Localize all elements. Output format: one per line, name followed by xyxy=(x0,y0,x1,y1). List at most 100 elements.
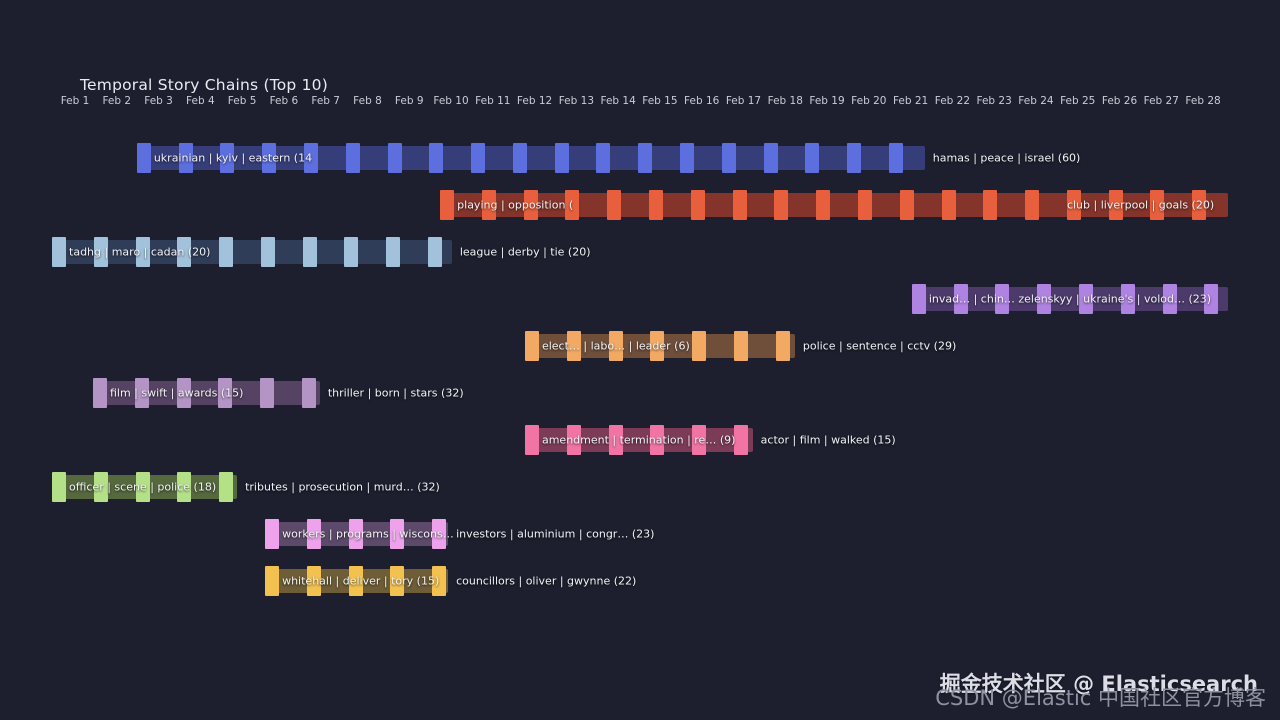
day-bar xyxy=(92,378,107,408)
day-bar xyxy=(390,519,405,549)
day-bar xyxy=(1150,190,1165,220)
day-bar xyxy=(219,472,234,502)
watermark-juejin: 掘金技术社区 @ Elasticsearch xyxy=(939,672,1258,696)
day-bar xyxy=(177,472,192,502)
day-bar xyxy=(774,190,789,220)
day-bar xyxy=(178,143,193,173)
day-bar xyxy=(775,331,790,361)
day-bar xyxy=(816,190,831,220)
day-bar xyxy=(638,143,653,173)
day-bar xyxy=(608,331,623,361)
day-bar xyxy=(260,237,275,267)
day-bar xyxy=(649,190,664,220)
day-bar xyxy=(953,284,968,314)
axis-tick-label: Feb 16 xyxy=(684,95,720,107)
chain-start-label: workers | programs | wiscons… xyxy=(282,527,454,541)
day-bar xyxy=(554,143,569,173)
chain-ribbon xyxy=(524,428,753,452)
day-bar xyxy=(763,143,778,173)
chain-start-label: film | swift | awards (15) xyxy=(109,386,244,400)
day-bar xyxy=(888,143,903,173)
day-bar xyxy=(176,378,191,408)
axis-tick-label: Feb 2 xyxy=(102,95,132,107)
day-bar xyxy=(692,425,707,455)
day-bar xyxy=(1204,284,1219,314)
day-bar xyxy=(52,237,67,267)
day-bar xyxy=(857,190,872,220)
day-bar xyxy=(1066,190,1081,220)
day-bar xyxy=(805,143,820,173)
story-chain[interactable]: invad… | chin… zelenskyy | ukraine's | v… xyxy=(911,284,1229,314)
day-bar xyxy=(481,190,496,220)
day-bar xyxy=(690,190,705,220)
day-bar xyxy=(429,143,444,173)
story-chain[interactable]: playing | opposition (club | liverpool |… xyxy=(440,190,1229,220)
day-bar xyxy=(348,566,363,596)
day-bar xyxy=(432,566,447,596)
axis-tick-label: Feb 1 xyxy=(60,95,90,107)
chain-end-label: thriller | born | stars (32) xyxy=(327,386,464,400)
story-chain[interactable]: amendment | termination | re… (9) actor |… xyxy=(524,425,896,455)
day-bar xyxy=(911,284,926,314)
chain-end-label: police | sentence | cctv (29) xyxy=(802,339,957,353)
day-bar xyxy=(177,237,192,267)
chain-start-label: invad… | chin… zelenskyy | ukraine's | v… xyxy=(928,292,1212,306)
day-bar xyxy=(1162,284,1177,314)
axis-tick-label: Feb 15 xyxy=(642,95,678,107)
day-bar xyxy=(390,566,405,596)
day-bar xyxy=(265,519,280,549)
day-bar xyxy=(93,472,108,502)
story-chain[interactable]: workers | programs | wiscons… investors |… xyxy=(265,519,654,549)
story-chain[interactable]: tadhg | maro | cadan (20) league | derby … xyxy=(52,237,591,267)
day-bar xyxy=(344,237,359,267)
chain-start-label: ukrainian | kyiv | eastern (14 xyxy=(153,151,313,165)
day-bar xyxy=(847,143,862,173)
chain-start-label: whitehall | deliver | tory (15) xyxy=(282,574,440,588)
chain-start-label: amendment | termination | re… (9) xyxy=(541,433,736,447)
watermark-csdn: CSDN @Elastic 中国社区官方博客 xyxy=(935,686,1266,710)
story-chain[interactable]: whitehall | deliver | tory (15) councillo… xyxy=(265,566,636,596)
day-bar xyxy=(733,331,748,361)
story-chain[interactable]: ukrainian | kyiv | eastern (14 hamas | pe… xyxy=(136,143,1080,173)
chain-end-label: club | liverpool | goals (20) xyxy=(1066,198,1215,212)
day-bar xyxy=(608,425,623,455)
day-bar xyxy=(93,237,108,267)
axis-tick-label: Feb 21 xyxy=(892,95,929,107)
day-bar xyxy=(732,190,747,220)
story-chain[interactable]: elect… | labo… | leader (6) police | sent… xyxy=(524,331,956,361)
axis-tick-label: Feb 4 xyxy=(186,95,215,107)
axis-tick-label: Feb 9 xyxy=(394,95,424,107)
axis-tick-label: Feb 8 xyxy=(353,95,382,107)
day-bar xyxy=(440,190,455,220)
day-bar xyxy=(387,143,402,173)
day-bar xyxy=(523,190,538,220)
chain-ribbon xyxy=(52,240,452,264)
day-bar xyxy=(135,237,150,267)
day-bar xyxy=(1025,190,1040,220)
day-bar xyxy=(679,143,694,173)
axis-tick-label: Feb 24 xyxy=(1018,95,1054,107)
axis-tick-label: Feb 18 xyxy=(767,95,803,107)
story-chain[interactable]: film | swift | awards (15) thriller | bor… xyxy=(92,378,464,408)
axis-tick-label: Feb 6 xyxy=(269,95,299,107)
day-bar xyxy=(260,378,275,408)
day-bar xyxy=(303,143,318,173)
axis-tick-label: Feb 11 xyxy=(475,95,511,107)
axis-tick-label: Feb 27 xyxy=(1143,95,1179,107)
chain-start-label: tadhg | maro | cadan (20) xyxy=(69,245,211,259)
day-bar xyxy=(650,331,665,361)
day-bar xyxy=(524,425,539,455)
day-bar xyxy=(566,425,581,455)
axis-tick-label: Feb 3 xyxy=(144,95,173,107)
axis-tick-label: Feb 20 xyxy=(851,95,887,107)
chain-start-label: officer | scene | police (18) xyxy=(69,480,217,494)
day-bar xyxy=(348,519,363,549)
axis-tick-label: Feb 19 xyxy=(809,95,845,107)
axis-tick-label: Feb 10 xyxy=(433,95,469,107)
story-chain[interactable]: officer | scene | police (18) tributes | … xyxy=(52,472,440,502)
day-bar xyxy=(306,519,321,549)
day-bar xyxy=(512,143,527,173)
day-bar xyxy=(262,143,277,173)
chain-end-label: league | derby | tie (20) xyxy=(459,245,591,259)
day-bar xyxy=(650,425,665,455)
